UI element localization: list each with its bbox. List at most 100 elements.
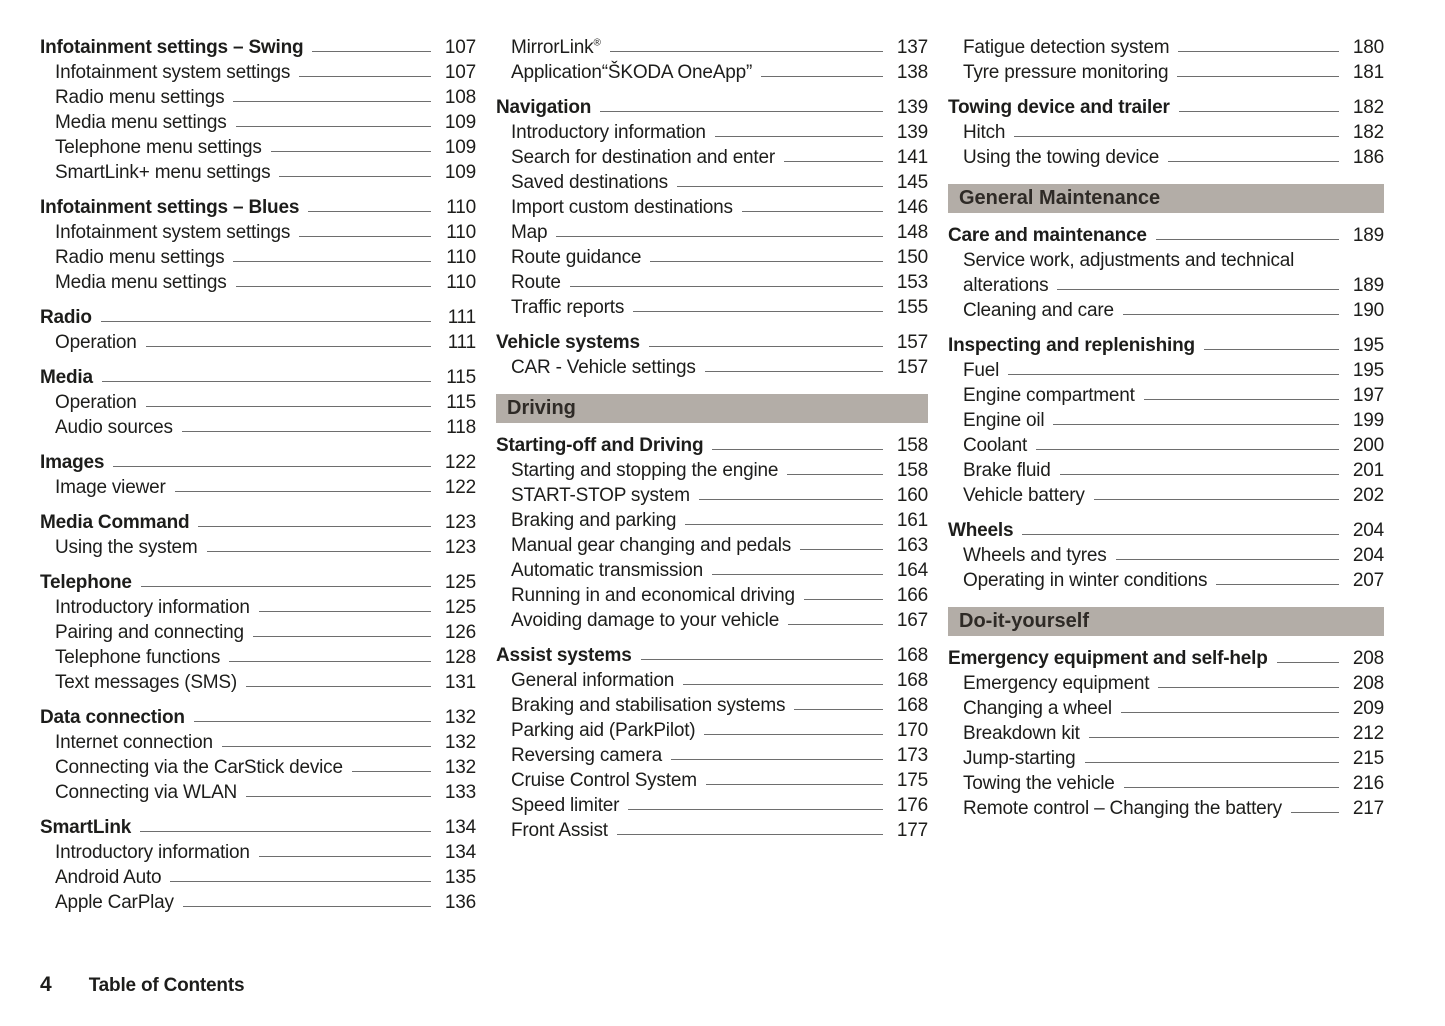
leader-line [351,771,431,772]
toc-entry: Starting and stopping the engine 158 [496,458,928,483]
toc-entry: Audio sources 118 [40,415,476,440]
leader-line [1178,51,1339,52]
leader-line [145,346,431,347]
toc-entry-label: Navigation [496,97,592,118]
page-number: 195 [1352,360,1384,381]
toc-entry-label: Operation [55,332,137,353]
page-number: 215 [1352,748,1384,769]
toc-entry: Assist systems 168 [496,643,928,668]
toc-entry: Android Auto 135 [40,865,476,890]
page-number: 161 [896,510,928,531]
leader-line [308,211,431,212]
toc-entry: Towing the vehicle 216 [948,771,1384,796]
toc-entry: Care and maintenance 189 [948,223,1384,248]
toc-entry-label: START-STOP system [511,485,690,506]
toc-column-2: MirrorLink® 137 Application“ŠKODA OneApp” 1… [496,35,928,843]
page-number: 166 [896,585,928,606]
toc-entry: Telephone menu settings 109 [40,135,476,160]
toc-entry: Radio menu settings 110 [40,245,476,270]
leader-line [1115,559,1339,560]
page-number: 163 [896,535,928,556]
toc-entry: Media Command 123 [40,510,476,535]
leader-line [235,286,431,287]
leader-line [1057,289,1339,290]
page-number: 190 [1352,300,1384,321]
toc-entry: Brake fluid 201 [948,458,1384,483]
page-number: 189 [1352,225,1384,246]
leader-line [705,784,883,785]
leader-line [698,499,883,500]
toc-entry: Route guidance 150 [496,245,928,270]
page-number: 168 [896,695,928,716]
toc-entry-label: Cleaning and care [963,300,1114,321]
toc-entry-label: Route [511,272,561,293]
leader-line [685,524,883,525]
leader-line [1203,349,1339,350]
toc-entry-label: Fuel [963,360,1000,381]
page-number: 158 [896,435,928,456]
toc-entry-label: Infotainment settings – Blues [40,197,300,218]
toc-group: Radio 111 Operation 111 [40,305,476,355]
toc-entry-label: Text messages (SMS) [55,672,238,693]
toc-entry: Connecting via the CarStick device 132 [40,755,476,780]
leader-line [803,599,883,600]
toc-entry: Saved destinations 145 [496,170,928,195]
toc-entry: Engine compartment 197 [948,383,1384,408]
toc-entry-label: Radio [40,307,92,328]
leader-line [712,449,883,450]
toc-group: SmartLink 134 Introductory information 134 A… [40,815,476,915]
leader-line [1276,662,1339,663]
leader-line [628,809,883,810]
page-number: 157 [896,357,928,378]
toc-entry-label: Changing a wheel [963,698,1112,719]
toc-entry-label: Brake fluid [963,460,1051,481]
toc-entry-label: Speed limiter [511,795,620,816]
leader-line [170,881,431,882]
toc-entry: Avoiding damage to your vehicle 167 [496,608,928,633]
page-number: 177 [896,820,928,841]
leader-line [233,101,431,102]
toc-group: Towing device and trailer 182 Hitch 182 Usin… [948,95,1384,170]
toc-group: Emergency equipment and self-help 208 Emer… [948,646,1384,821]
leader-line [609,51,883,52]
page-number: 132 [444,732,476,753]
toc-entry-label: Jump-starting [963,748,1076,769]
toc-entry: Data connection 132 [40,705,476,730]
leader-line [648,346,883,347]
toc-group: MirrorLink® 137 Application“ŠKODA OneApp” 1… [496,35,928,85]
toc-entry: Apple CarPlay 136 [40,890,476,915]
toc-entry-label: Connecting via the CarStick device [55,757,343,778]
leader-line [270,151,431,152]
page-number: 204 [1352,520,1384,541]
toc-entry-label: Towing device and trailer [948,97,1170,118]
page-number: 125 [444,572,476,593]
leader-line [794,709,883,710]
leader-line [788,624,883,625]
toc-entry: Parking aid (ParkPilot) 170 [496,718,928,743]
toc-entry-label: Route guidance [511,247,642,268]
toc-entry-label: Breakdown kit [963,723,1080,744]
toc-entry-label: Starting and stopping the engine [511,460,779,481]
toc-entry: Vehicle systems 157 [496,330,928,355]
leader-line [279,176,431,177]
page-number: 217 [1352,798,1384,819]
toc-entry: Starting-off and Driving 158 [496,433,928,458]
leader-line [787,474,883,475]
page-number: 132 [444,757,476,778]
toc-entry: Emergency equipment 208 [948,671,1384,696]
toc-entry: Images 122 [40,450,476,475]
leader-line [714,136,883,137]
leader-line [182,906,431,907]
toc-entry-label: Care and maintenance [948,225,1147,246]
page-number: 168 [896,645,928,666]
page-number: 153 [896,272,928,293]
toc-entry: SmartLink 134 [40,815,476,840]
toc-entry: Fuel 195 [948,358,1384,383]
toc-entry: Radio 111 [40,305,476,330]
leader-line [1120,712,1339,713]
toc-entry: Infotainment settings – Swing 107 [40,35,476,60]
toc-entry-label: Emergency equipment and self-help [948,648,1268,669]
page-number: 110 [446,272,476,293]
toc-entry-label: SmartLink+ menu settings [55,162,271,183]
toc-group: Media Command 123 Using the system 123 [40,510,476,560]
